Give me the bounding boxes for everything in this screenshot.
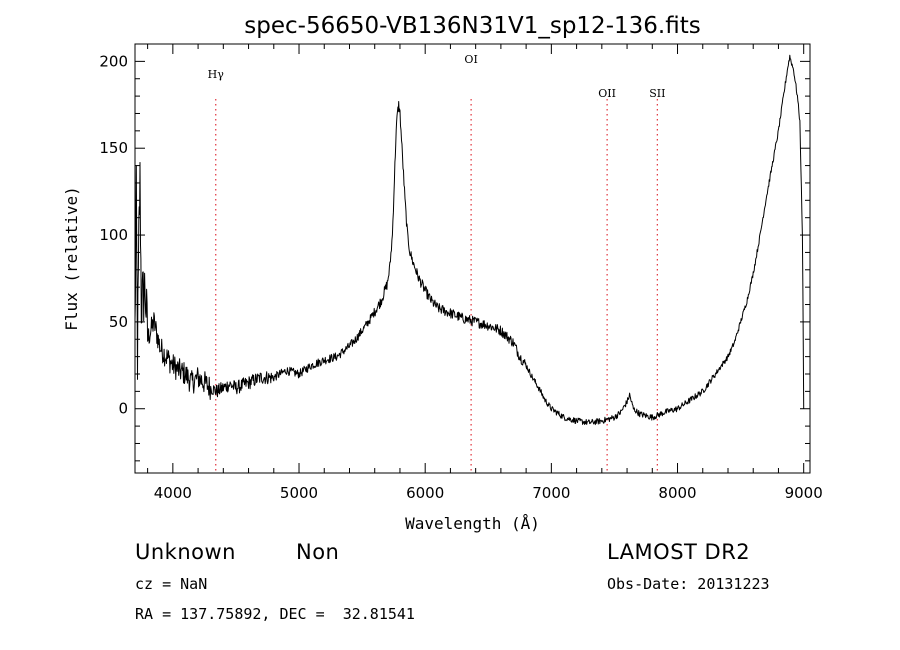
plot-frame (134, 43, 811, 474)
obs-date: Obs-Date: 20131223 (607, 575, 770, 593)
x-tick-label: 4000 (154, 484, 192, 502)
redshift-readout: cz = NaN (135, 575, 208, 593)
x-tick-label: 8000 (658, 484, 696, 502)
line-marker-label: Hγ (208, 68, 225, 81)
line-marker-label: OI (464, 53, 477, 66)
line-marker-label: OII (598, 87, 616, 100)
x-tick-label: 9000 (785, 484, 823, 502)
survey-name: LAMOST DR2 (607, 540, 751, 564)
x-tick-label: 7000 (532, 484, 570, 502)
y-axis-label: Flux (relative) (62, 186, 81, 331)
y-tick-label: 0 (118, 400, 128, 418)
x-tick-label: 5000 (280, 484, 318, 502)
y-tick-label: 50 (109, 313, 128, 331)
object-class: Unknown (135, 540, 236, 564)
chart-title: spec-56650-VB136N31V1_sp12-136.fits (244, 13, 700, 39)
object-subclass: Non (296, 540, 340, 564)
y-tick-label: 200 (99, 52, 128, 70)
x-axis-label: Wavelength (Å) (405, 514, 540, 533)
x-tick-label: 6000 (406, 484, 444, 502)
line-marker-label: SII (649, 87, 665, 100)
y-tick-label: 150 (99, 139, 128, 157)
coordinates: RA = 137.75892, DEC = 32.81541 (135, 605, 415, 623)
spectrum-line (135, 54, 805, 426)
y-tick-label: 100 (99, 226, 128, 244)
